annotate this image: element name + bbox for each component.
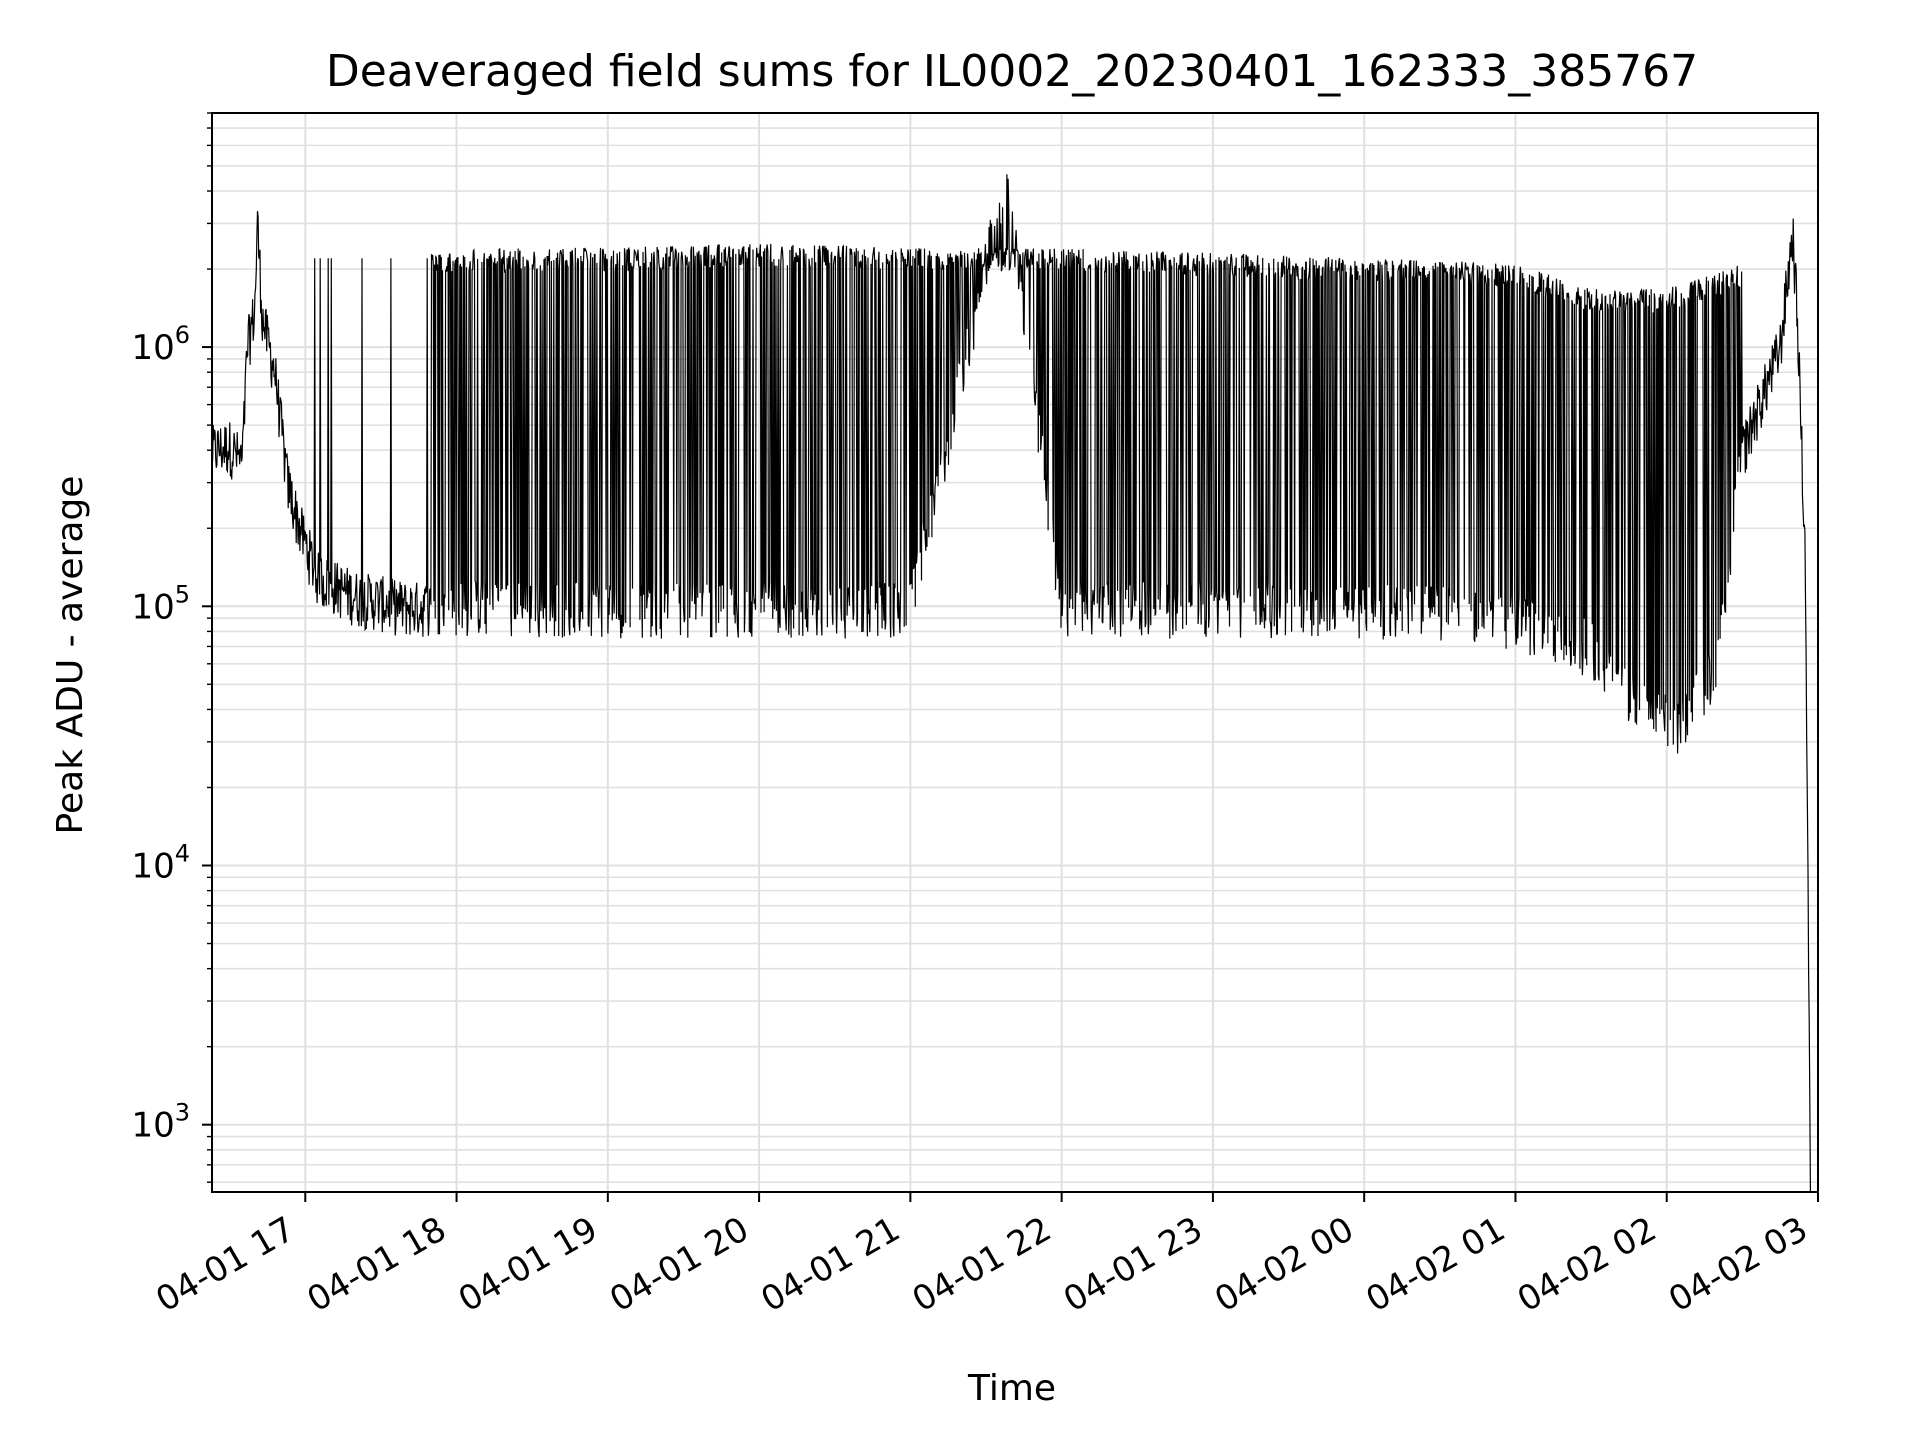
plot-frame — [211, 112, 1819, 1193]
y-tick-label: 104 — [131, 839, 190, 886]
y-tick-label: 105 — [131, 580, 190, 627]
y-tick-exponent: 6 — [175, 321, 190, 349]
grid — [212, 112, 1818, 1192]
series-layer — [211, 174, 1811, 1193]
x-axis-label: Time — [967, 1368, 1056, 1409]
y-tick-base: 10 — [131, 846, 174, 886]
data-series-line — [211, 174, 1811, 1193]
y-tick-exponent: 5 — [175, 580, 190, 608]
chart-title: Deaveraged field sums for IL0002_2023040… — [326, 46, 1698, 97]
y-tick-base: 10 — [131, 1106, 174, 1146]
y-tick-base: 10 — [131, 587, 174, 627]
y-axis-label: Peak ADU - average — [50, 476, 91, 835]
y-tick-label: 103 — [131, 1099, 190, 1146]
y-tick-exponent: 4 — [175, 839, 190, 867]
y-tick-label: 106 — [131, 321, 190, 368]
y-tick-exponent: 3 — [175, 1099, 190, 1127]
y-tick-base: 10 — [131, 328, 174, 368]
